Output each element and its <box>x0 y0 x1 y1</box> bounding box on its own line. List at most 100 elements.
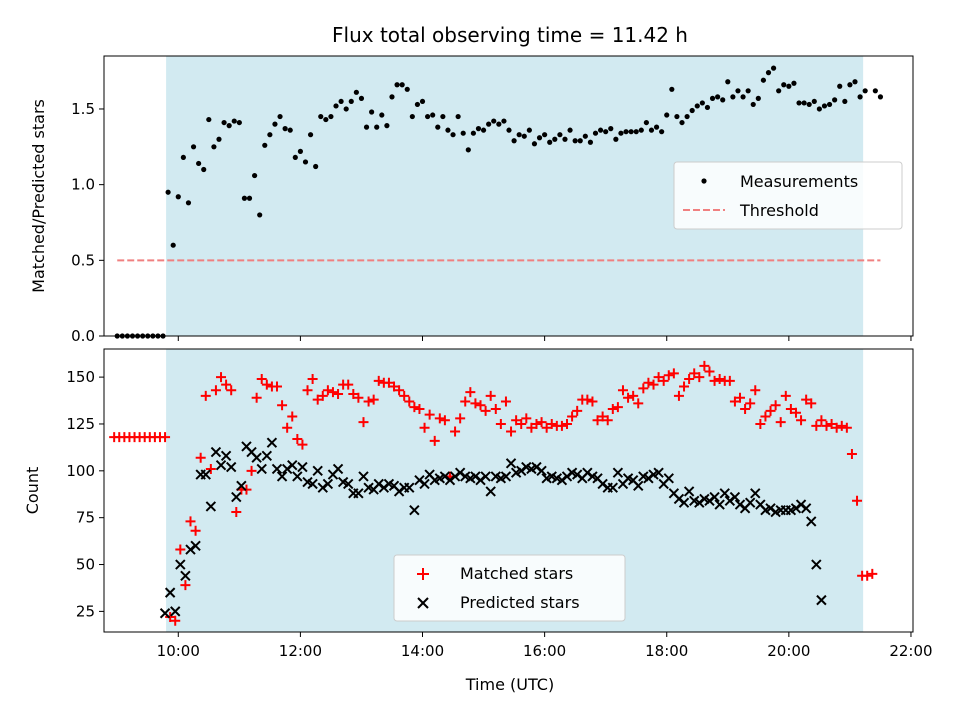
matched-star-point <box>516 418 527 429</box>
measurement-point <box>669 86 675 92</box>
measurement-point <box>709 95 716 101</box>
matched-star-point <box>679 381 690 392</box>
matched-star-point <box>521 413 532 424</box>
x-axis: 10:00 12:00 14:00 16:00 18:00 20:00 22:00 <box>157 632 933 660</box>
measurement-point <box>857 94 863 100</box>
matched-star-point <box>343 379 354 390</box>
matched-star-point <box>348 388 359 399</box>
matched-star-point <box>195 452 206 463</box>
matched-star-point <box>633 398 644 409</box>
measurement-point <box>760 77 767 83</box>
chart-title: Flux total observing time = 11.42 h <box>332 23 688 47</box>
predicted-star-point <box>500 471 512 482</box>
measurement-point <box>842 98 848 105</box>
measurement-point <box>170 242 176 248</box>
measurement-point <box>211 144 217 150</box>
measurement-point <box>811 98 817 105</box>
predicted-star-point <box>485 486 496 497</box>
predicted-star-point <box>215 459 227 471</box>
matched-star-point <box>531 418 542 429</box>
matched-star-point <box>353 392 364 403</box>
predicted-star-point <box>231 491 242 503</box>
matched-star-point <box>175 544 186 555</box>
matched-star-point <box>409 402 420 413</box>
measurement-point <box>470 130 476 136</box>
measurement-point <box>221 119 227 126</box>
matched-star-point <box>221 379 232 390</box>
predicted-star-point <box>332 463 344 475</box>
matched-star-point <box>704 366 715 377</box>
matched-star-point <box>673 390 684 401</box>
matched-star-point <box>271 381 282 392</box>
matched-star-point <box>811 420 822 431</box>
matched-star-point <box>836 420 847 431</box>
measurement-point <box>567 127 573 133</box>
measurement-point <box>526 127 532 133</box>
measurement-point <box>460 130 466 136</box>
predicted-star-point <box>205 501 217 512</box>
measurement-point <box>674 113 680 120</box>
measurement-point <box>547 139 553 145</box>
matched-star-point <box>628 390 639 401</box>
matched-star-point <box>796 415 807 426</box>
measurement-point <box>435 124 441 130</box>
measurement-point <box>750 101 756 108</box>
measurement-point <box>679 119 685 126</box>
measurement-point <box>394 82 400 88</box>
measurement-point <box>384 123 390 129</box>
matched-stars-points <box>109 361 878 626</box>
matched-star-point <box>185 516 196 527</box>
predicted-star-point <box>261 450 273 462</box>
matched-star-point <box>617 385 628 396</box>
x-tick-label: 12:00 <box>279 642 322 660</box>
matched-star-point <box>470 398 481 409</box>
top-legend: Measurements Threshold <box>673 161 903 230</box>
matched-star-point <box>251 392 262 403</box>
measurement-point <box>816 106 822 112</box>
matched-star-point <box>714 373 725 384</box>
measurement-point <box>786 83 792 89</box>
measurement-point <box>638 127 644 133</box>
predicted-star-point <box>200 469 211 480</box>
matched-star-point <box>419 422 430 433</box>
measurement-point <box>730 94 736 100</box>
measurement-point <box>196 160 202 167</box>
matched-star-point <box>465 387 476 398</box>
matched-star-point <box>562 418 573 429</box>
measurement-point <box>725 79 731 85</box>
measurement-point <box>445 127 451 133</box>
matched-star-point <box>541 422 552 433</box>
measurement-point <box>531 141 538 147</box>
predicted-star-point <box>210 446 222 458</box>
predicted-star-point <box>297 461 308 473</box>
matched-star-point <box>506 426 517 437</box>
measurement-point <box>201 166 207 173</box>
bottom-y-tick-label: 75 <box>76 509 95 527</box>
matched-star-point <box>368 394 379 405</box>
matched-star-point <box>567 411 578 422</box>
x-axis-label: Time (UTC) <box>465 675 554 694</box>
matched-star-point <box>689 368 700 379</box>
matched-star-point <box>607 403 618 414</box>
predicted-star-point <box>409 504 420 516</box>
legend-matched-label: Matched stars <box>460 564 573 583</box>
predicted-star-point <box>175 559 186 570</box>
measurement-point <box>231 118 237 124</box>
measurement-point <box>791 80 797 86</box>
matched-star-point <box>455 413 466 424</box>
predicted-star-point <box>744 497 756 508</box>
measurement-point <box>664 112 670 118</box>
x-tick-label: 16:00 <box>523 642 566 660</box>
predicted-star-point <box>307 478 318 490</box>
matched-star-point <box>490 403 501 414</box>
matched-star-point <box>755 418 766 429</box>
x-tick-label: 20:00 <box>767 642 810 660</box>
matched-star-point <box>663 370 674 381</box>
measurement-point <box>389 94 395 100</box>
top-x-ticks <box>177 336 912 341</box>
bottom-legend-box <box>393 554 626 622</box>
matched-star-point <box>500 396 511 407</box>
predicted-star-point <box>190 540 201 551</box>
top-y-axis-label: Matched/Predicted stars <box>29 99 48 293</box>
predicted-star-point <box>678 497 690 508</box>
